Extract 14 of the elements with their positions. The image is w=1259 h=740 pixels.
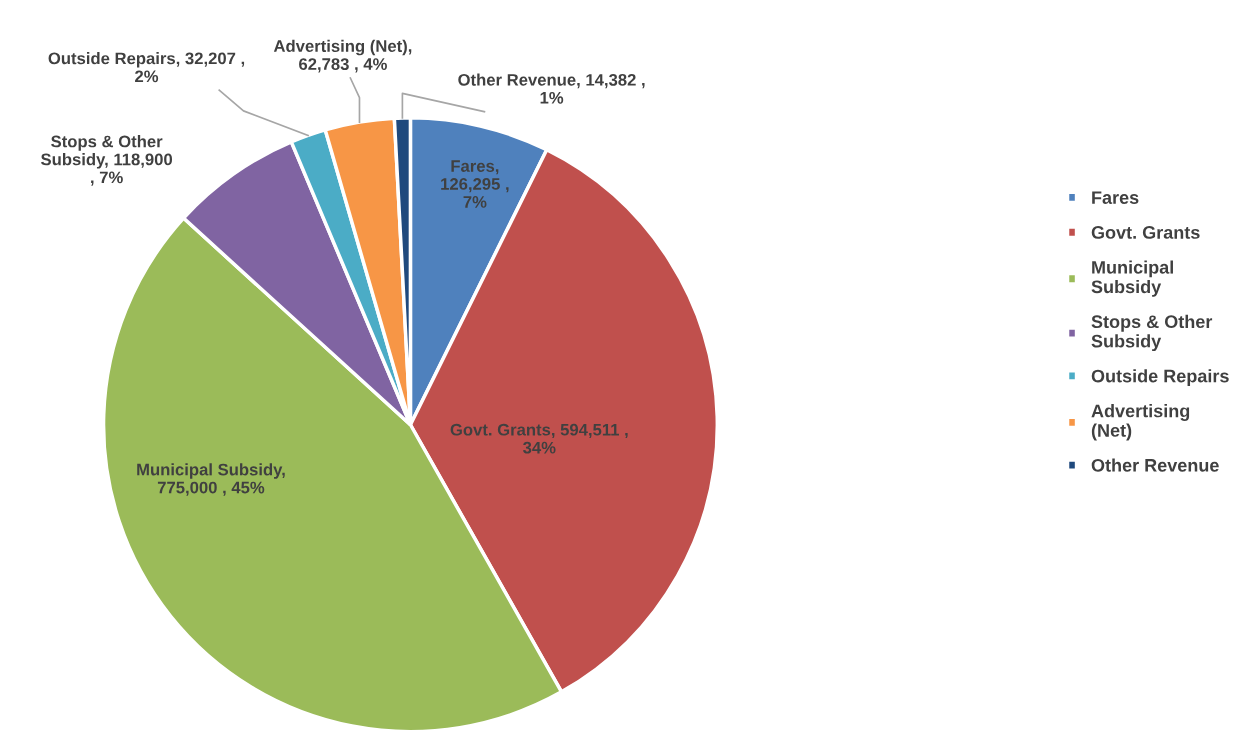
data-label: Advertising (Net), 62,783 , 4% bbox=[273, 39, 412, 73]
legend-label: Other Revenue bbox=[1091, 458, 1219, 472]
data-label: Stops & Other Subsidy, 118,900 , 7% bbox=[41, 135, 173, 186]
legend-label: Fares bbox=[1092, 191, 1139, 204]
legend-label: Advertising (Net) bbox=[1091, 404, 1190, 441]
data-label: Fares, 126,295 , 7% bbox=[441, 160, 509, 208]
legend-label: Outside Repairs bbox=[1091, 369, 1229, 386]
legend-label: Municipal Subsidy bbox=[1091, 260, 1173, 297]
legend-label: Stops & Other Subsidy bbox=[1091, 314, 1213, 352]
data-label: Govt. Grants, 594,511 , 34% bbox=[450, 423, 628, 454]
data-label: Municipal Subsidy, 775,000 , 45% bbox=[137, 463, 285, 496]
legend-label: Govt. Grants bbox=[1091, 226, 1200, 239]
data-label: Other Revenue, 14,382 , 1% bbox=[458, 73, 645, 104]
data-label: Outside Repairs, 32,207 , 2% bbox=[48, 52, 245, 83]
